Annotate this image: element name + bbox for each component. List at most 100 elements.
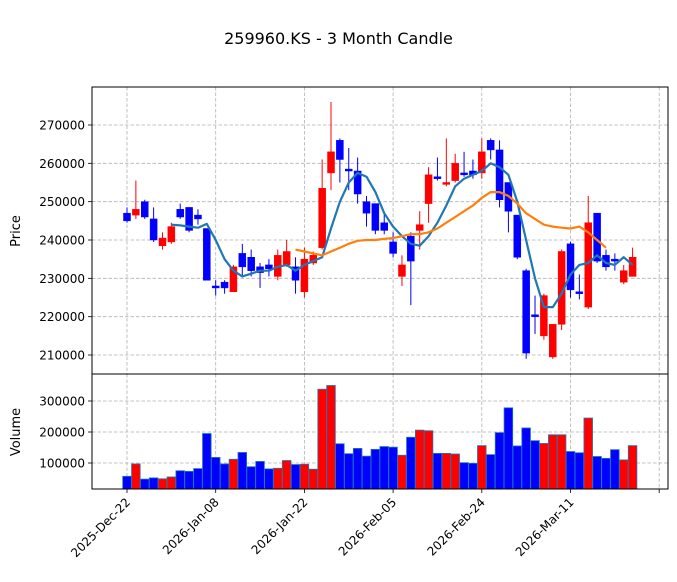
candle [203, 228, 211, 281]
candle [575, 291, 584, 294]
candle [140, 201, 149, 218]
candle [176, 209, 184, 218]
volume-bar [202, 433, 212, 490]
volume-bar [308, 468, 318, 490]
price-tick-label: 260000 [39, 157, 85, 171]
price-gridlines [92, 87, 668, 374]
volume-bar [548, 434, 558, 490]
volume-bar [175, 470, 185, 490]
price-tick-label: 210000 [39, 348, 85, 362]
volume-bar [317, 388, 327, 490]
moving-average-line [295, 191, 607, 257]
price-tick-label: 270000 [39, 119, 85, 133]
volume-axis-label: Volume [9, 408, 24, 456]
volume-bar [290, 464, 301, 490]
candle [220, 281, 229, 289]
volume-bars [122, 385, 638, 490]
volume-bar [441, 452, 452, 490]
price-tick-label: 250000 [39, 195, 85, 209]
price-tick-label: 220000 [39, 310, 85, 324]
candle [619, 270, 628, 283]
candle [194, 214, 202, 220]
volume-bar [530, 440, 540, 490]
volume-bar [166, 476, 177, 490]
volume-bar [477, 445, 487, 490]
candle [531, 314, 539, 317]
candle [318, 187, 326, 248]
volume-bar [459, 462, 469, 490]
volume-bar [485, 454, 496, 490]
volume-bar [361, 455, 372, 490]
candle [549, 324, 557, 358]
candle [229, 266, 238, 292]
volume-bar [406, 436, 416, 490]
candle [628, 256, 637, 277]
candle [398, 264, 406, 277]
candle [282, 251, 291, 266]
volume-bar [273, 467, 283, 490]
candle [415, 224, 424, 231]
volume-bar [423, 430, 434, 490]
volume-bar [432, 452, 443, 490]
candle [238, 253, 247, 268]
volume-bar [219, 463, 230, 490]
volume-bar [210, 457, 221, 490]
volume-tick-label: 200000 [39, 426, 85, 440]
volume-bar [264, 468, 274, 490]
volume-bar [246, 466, 256, 490]
candle [291, 266, 300, 281]
candle [584, 222, 592, 308]
volume-bar [556, 434, 567, 490]
candle [371, 203, 380, 231]
volume-bar [388, 446, 398, 490]
date-tick-label: 2025-Dec-22 [68, 495, 133, 560]
volume-bar [397, 454, 407, 490]
volume-bar [565, 451, 576, 490]
candle [486, 140, 495, 151]
volume-bar [344, 453, 354, 490]
volume-bar [140, 478, 150, 490]
date-tick-label: 2026-Feb-24 [424, 495, 487, 558]
volume-bar [255, 461, 265, 490]
volume-bar [601, 457, 611, 490]
candle [247, 256, 255, 271]
volume-bar [148, 477, 159, 490]
candle [185, 207, 193, 231]
candle [167, 226, 176, 243]
candle [362, 201, 371, 214]
candle [611, 258, 619, 262]
candle [495, 149, 504, 200]
candle [513, 214, 522, 258]
candle [407, 235, 415, 262]
candle [211, 285, 220, 289]
candle [327, 151, 335, 174]
candle [300, 258, 309, 292]
price-tick-label: 240000 [39, 233, 85, 247]
chart-title: 259960.KS - 3 Month Candle [224, 29, 453, 48]
volume-tick-label: 300000 [39, 395, 85, 409]
date-tick-label: 2026-Jan-08 [160, 495, 222, 557]
volume-bar [335, 443, 345, 490]
date-tick-label: 2026-Feb-05 [336, 495, 399, 558]
volume-bar [450, 453, 460, 490]
price-axis-label: Price [9, 215, 24, 247]
volume-bar [468, 462, 478, 490]
volume-bar [299, 463, 310, 490]
volume-bar [370, 448, 381, 490]
price-tick-label: 230000 [39, 272, 85, 286]
candle [149, 218, 158, 241]
candle [566, 243, 575, 291]
candle [158, 237, 167, 246]
date-tick-label: 2026-Mar-11 [513, 495, 577, 559]
candle [353, 170, 362, 195]
volume-bar [326, 385, 336, 490]
axes-frame [91, 86, 669, 490]
volume-tick-label: 100000 [39, 457, 85, 471]
volume-bar [583, 417, 593, 490]
volume-bar [592, 456, 602, 490]
volume-bar [379, 446, 389, 490]
volume-bar [627, 445, 638, 490]
volume-bar [494, 432, 505, 490]
volume-bar [193, 468, 203, 490]
volume-bar [228, 458, 239, 490]
